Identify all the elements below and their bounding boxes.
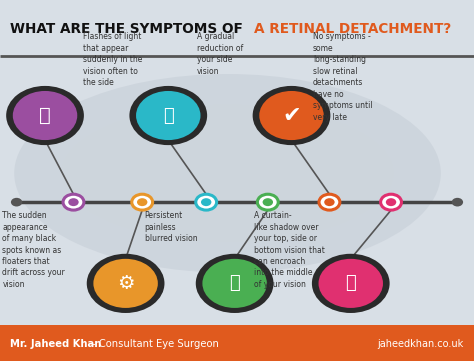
Text: No symptoms -
some
long-standing
slow retinal
detachments
have no
symptoms until: No symptoms - some long-standing slow re…	[313, 32, 373, 122]
Circle shape	[13, 91, 77, 140]
Circle shape	[6, 86, 84, 145]
Text: WHAT ARE THE SYMPTOMS OF: WHAT ARE THE SYMPTOMS OF	[10, 22, 248, 36]
Circle shape	[201, 198, 211, 206]
Ellipse shape	[62, 105, 393, 242]
Circle shape	[202, 259, 267, 308]
Text: A curtain-
like shadow over
your top, side or
bottom vision that
can encroach
in: A curtain- like shadow over your top, si…	[254, 211, 325, 289]
FancyBboxPatch shape	[0, 0, 474, 56]
Circle shape	[381, 194, 401, 210]
Circle shape	[196, 194, 217, 210]
Text: 🔦: 🔦	[39, 106, 51, 125]
Text: Flashes of light
that appear
suddenly in the
vision often to
the side: Flashes of light that appear suddenly in…	[83, 32, 142, 87]
Text: Persistent
painless
blurred vision: Persistent painless blurred vision	[145, 211, 197, 243]
Text: Mr. Jaheed Khan: Mr. Jaheed Khan	[10, 339, 102, 349]
Text: ⏩: ⏩	[163, 106, 173, 125]
Circle shape	[259, 91, 324, 140]
Circle shape	[137, 198, 147, 206]
Text: ⚙: ⚙	[117, 274, 134, 293]
Circle shape	[129, 86, 207, 145]
Circle shape	[319, 259, 383, 308]
Circle shape	[196, 254, 273, 313]
FancyBboxPatch shape	[0, 325, 474, 361]
Circle shape	[68, 198, 79, 206]
Circle shape	[263, 198, 273, 206]
Circle shape	[87, 254, 164, 313]
Ellipse shape	[14, 74, 441, 273]
Text: 🚶: 🚶	[229, 274, 240, 292]
Text: 🏠: 🏠	[346, 274, 356, 292]
Circle shape	[63, 194, 84, 210]
Text: jaheedkhan.co.uk: jaheedkhan.co.uk	[377, 339, 464, 349]
Circle shape	[386, 198, 396, 206]
Text: The sudden
appearance
of many black
spots known as
floaters that
drift across yo: The sudden appearance of many black spot…	[2, 211, 65, 289]
Text: A gradual
reduction of
your side
vision: A gradual reduction of your side vision	[197, 32, 243, 76]
Circle shape	[257, 194, 278, 210]
Circle shape	[253, 86, 330, 145]
Circle shape	[93, 259, 158, 308]
Text: - Consultant Eye Surgeon: - Consultant Eye Surgeon	[89, 339, 219, 349]
Circle shape	[312, 254, 390, 313]
Text: A RETINAL DETACHMENT?: A RETINAL DETACHMENT?	[254, 22, 451, 36]
Circle shape	[452, 198, 463, 206]
Circle shape	[132, 194, 153, 210]
Circle shape	[324, 198, 335, 206]
Text: ✔: ✔	[282, 105, 301, 126]
Circle shape	[136, 91, 201, 140]
Circle shape	[319, 194, 340, 210]
Circle shape	[11, 198, 22, 206]
